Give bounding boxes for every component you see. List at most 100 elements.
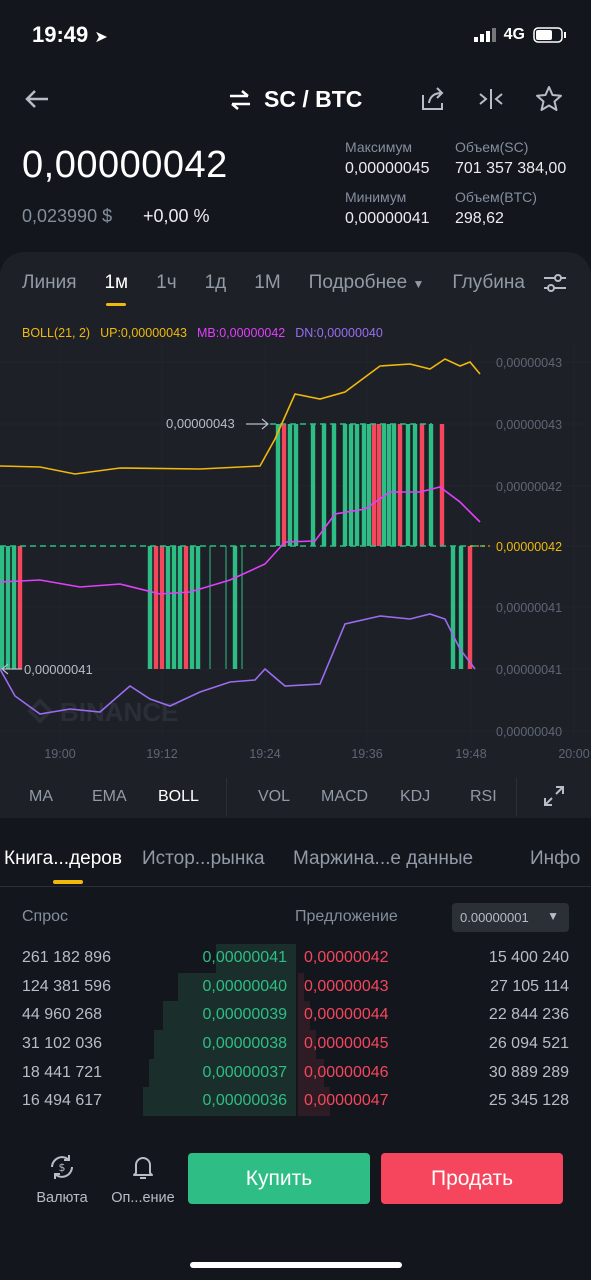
tab-1d[interactable]: 1д <box>204 272 227 293</box>
bid-price: 0,00000038 <box>202 1035 287 1053</box>
network-label: 4G <box>503 26 525 43</box>
tab-margin-data[interactable]: Маржина...е данные <box>293 848 474 869</box>
volume-base-label: Объем(SC) <box>455 139 529 155</box>
candle <box>391 424 397 546</box>
bid-quantity: 44 960 268 <box>22 1006 103 1024</box>
buy-button[interactable]: Купить <box>188 1153 370 1204</box>
price-step-select[interactable]: 0.00000001 ▼ <box>452 903 569 932</box>
header-actions <box>419 85 563 113</box>
currency-button[interactable]: $ Валюта <box>30 1152 94 1206</box>
orderbook-row[interactable]: 124 381 596 0,00000040 0,00000043 27 105 11… <box>0 972 591 1002</box>
candle <box>11 546 17 669</box>
candle <box>165 546 171 669</box>
indicator-vol[interactable]: VOL <box>258 788 291 805</box>
share-icon[interactable] <box>419 85 447 113</box>
tab-orderbook[interactable]: Книга...деров <box>4 848 122 869</box>
status-time: 19:49 ➤ <box>32 22 108 47</box>
candle <box>348 424 354 546</box>
x-axis-label: 19:24 <box>249 747 280 761</box>
tab-more-label: Подробнее <box>308 272 408 293</box>
y-axis-label: 0,00000041 <box>496 663 562 677</box>
candle <box>147 546 153 669</box>
legend-dn: DN:0,00000040 <box>295 326 383 340</box>
ask-depth-bar <box>298 1001 310 1031</box>
indicator-macd[interactable]: MACD <box>321 788 369 805</box>
x-axis-label: 19:12 <box>146 747 177 761</box>
ask-depth-bar <box>298 1058 325 1088</box>
bid-depth-bar <box>163 1001 296 1031</box>
low-price-marker: 0,00000041 <box>24 662 93 677</box>
tab-1h[interactable]: 1ч <box>156 272 177 293</box>
candle <box>342 424 348 546</box>
indicator-boll[interactable]: BOLL <box>158 788 199 805</box>
candle <box>281 424 287 546</box>
tab-info[interactable]: Инфо <box>530 848 581 869</box>
candle <box>458 546 464 669</box>
indicator-divider <box>516 778 517 816</box>
ask-quantity: 27 105 114 <box>490 977 569 995</box>
indicator-ma[interactable]: MA <box>29 788 53 805</box>
home-indicator <box>190 1262 402 1268</box>
tab-line[interactable]: Линия <box>22 272 77 293</box>
bid-quantity: 261 182 896 <box>22 949 111 966</box>
candle <box>467 546 473 669</box>
y-axis-label: 0,00000042 <box>496 540 562 554</box>
orderbook-row[interactable]: 261 182 896 0,00000041 0,00000042 15 400 24… <box>0 944 591 973</box>
candle <box>275 424 281 546</box>
ask-price: 0,00000046 <box>304 1063 389 1081</box>
bid-price: 0,00000040 <box>202 977 287 995</box>
indicator-ema[interactable]: EMA <box>92 788 127 805</box>
candle <box>405 424 411 546</box>
tab-depth[interactable]: Глубина <box>452 272 525 293</box>
ask-quantity: 26 094 521 <box>488 1035 569 1053</box>
alerts-button[interactable]: Оп...ение <box>106 1152 180 1206</box>
orderbook-row[interactable]: 16 494 617 0,00000036 0,00000047 25 345 128 <box>0 1087 591 1117</box>
orderbook-tab-indicator <box>53 880 83 884</box>
currency-exchange-icon: $ <box>51 1155 73 1179</box>
candle <box>321 424 327 546</box>
candle <box>371 424 377 546</box>
status-indicators: 4G <box>473 26 567 44</box>
favorite-star-icon[interactable] <box>535 85 563 113</box>
pair-switch[interactable]: SC / BTC <box>228 86 362 113</box>
candle <box>366 424 372 546</box>
indicator-kdj[interactable]: KDJ <box>400 788 431 805</box>
candlestick-chart[interactable]: BINANCE 0,00000043 0,00000043 0,00000042 0,… <box>0 344 591 769</box>
tab-more[interactable]: Подробнее ▼ <box>309 272 425 294</box>
ask-price: 0,00000047 <box>304 1092 389 1110</box>
compare-icon[interactable] <box>477 85 505 113</box>
bid-depth-bar <box>178 972 296 1002</box>
candle <box>450 546 456 669</box>
ask-quantity: 22 844 236 <box>488 1006 569 1024</box>
fullscreen-icon[interactable] <box>542 784 566 808</box>
ask-price: 0,00000045 <box>304 1035 389 1053</box>
price-change: +0,00 % <box>143 206 210 226</box>
bid-depth-bar <box>216 944 296 973</box>
orderbook-row[interactable]: 18 441 721 0,00000037 0,00000046 30 889 289 <box>0 1058 591 1088</box>
orderbook-tabs: Книга...деров Истор...рынка Маржина...е … <box>0 846 591 886</box>
y-axis-label: 0,00000043 <box>496 418 562 432</box>
tab-market-history[interactable]: Истор...рынка <box>142 848 265 869</box>
candle <box>232 546 238 669</box>
candle <box>177 546 183 669</box>
candle <box>439 424 445 546</box>
sell-button[interactable]: Продать <box>381 1153 563 1204</box>
swap-icon <box>230 89 250 110</box>
battery-icon <box>533 27 566 43</box>
price-step-value: 0.00000001 <box>460 910 529 925</box>
orderbook-row[interactable]: 31 102 036 0,00000038 0,00000045 26 094 521 <box>0 1030 591 1059</box>
y-axis-label: 0,00000041 <box>496 601 562 615</box>
bid-quantity: 31 102 036 <box>22 1035 103 1053</box>
low-label: Минимум <box>345 189 407 205</box>
tab-1m[interactable]: 1м <box>104 272 129 306</box>
back-arrow-icon[interactable] <box>22 84 52 114</box>
chart-settings-icon[interactable] <box>542 272 568 294</box>
legend-up: UP:0,00000043 <box>100 326 187 340</box>
orderbook-row[interactable]: 44 960 268 0,00000039 0,00000044 22 844 236 <box>0 1001 591 1031</box>
indicator-rsi[interactable]: RSI <box>470 788 497 805</box>
high-label: Максимум <box>345 139 412 155</box>
candle <box>195 546 201 669</box>
tab-1M[interactable]: 1М <box>254 272 281 293</box>
bid-header: Спрос <box>22 908 69 925</box>
candle <box>310 424 316 546</box>
